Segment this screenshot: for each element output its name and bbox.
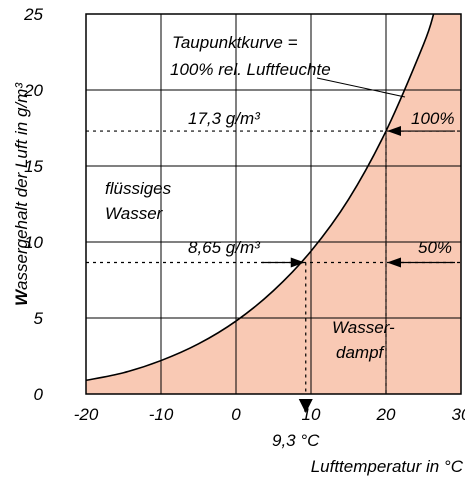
x-tick-label: -20	[74, 405, 99, 424]
y-tick-label: 10	[24, 233, 43, 252]
region-liquid-line1: flüssiges	[105, 179, 172, 198]
y-tick-label: 25	[23, 5, 43, 24]
guide-lines	[86, 126, 461, 413]
dewpoint-arrow-head	[290, 257, 305, 268]
half-percent-label: 50%	[418, 238, 452, 257]
x-axis-label: Lufttemperatur in °C	[311, 457, 464, 476]
y-tick-label: 0	[34, 385, 44, 404]
y-tick-label: 20	[23, 81, 43, 100]
y-tick-label: 5	[34, 309, 44, 328]
dewpoint-temperature-label: 9,3 °C	[272, 431, 320, 450]
y-axis-label: Wassergehalt der Luft in g/m³	[12, 82, 31, 306]
saturation-arrow-head	[387, 126, 401, 137]
y-tick-label: 15	[24, 157, 43, 176]
half-arrow-head	[387, 257, 401, 268]
y-axis-label-rest: assergehalt der Luft in g/m³	[12, 82, 31, 290]
x-tick-label: 30	[452, 405, 465, 424]
tick-labels: -20 -10 0 10 20 30 0 5 10 15 20 25	[23, 5, 465, 424]
saturation-label: 17,3 g/m³	[188, 109, 261, 128]
half-saturation-label: 8,65 g/m³	[188, 238, 261, 257]
saturation-percent-label: 100%	[411, 109, 454, 128]
vapor-region-fill	[86, 14, 461, 394]
curve-label-line2: 100% rel. Luftfeuchte	[170, 60, 331, 79]
y-axis-label-initial: W	[12, 288, 31, 306]
dewpoint-marker	[298, 399, 313, 413]
region-vapor-line2: dampf	[336, 343, 386, 362]
plot-frame	[85, 13, 462, 395]
curve-label-line1: Taupunktkurve =	[172, 33, 298, 52]
x-tick-label: 10	[302, 405, 321, 424]
x-tick-label: 20	[376, 405, 396, 424]
region-liquid-line2: Wasser	[105, 204, 164, 223]
region-vapor-line1: Wasser-	[332, 318, 395, 337]
curve-label-pointer	[316, 77, 406, 98]
x-tick-label: -10	[149, 405, 174, 424]
x-tick-label: 0	[231, 405, 241, 424]
grid-lines	[86, 14, 461, 394]
